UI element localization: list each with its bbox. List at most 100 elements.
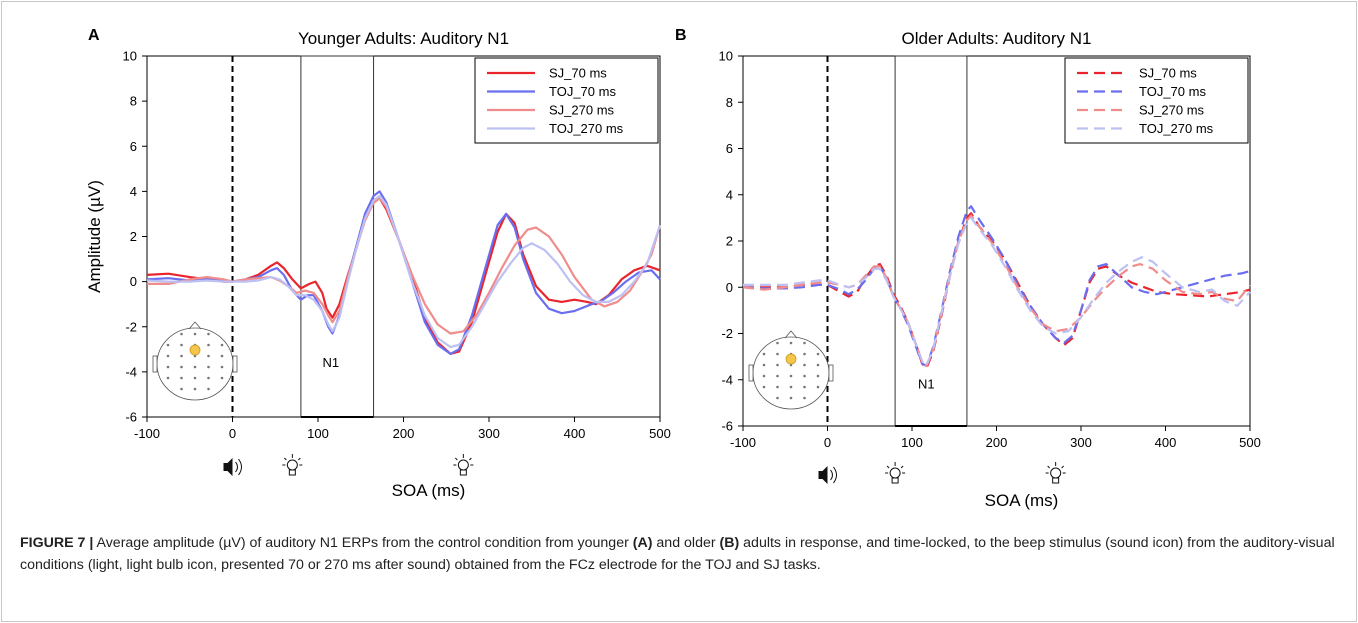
caption-text-1: Average amplitude (µV) of auditory N1 ER… [93,535,633,551]
x-tick-label: -100 [730,435,756,450]
bulb-base [891,477,899,484]
n1-annotation: N1 [918,376,935,391]
y-tick-label: -4 [721,372,733,387]
electrode-dot [762,363,766,367]
y-tick-label: -2 [125,319,137,334]
electrode-dot [776,396,779,400]
speaker-wave [830,469,833,481]
bulb-glass [889,467,901,479]
bulb-ray [886,465,890,469]
electrode-dot [816,363,820,367]
y-tick-label: 8 [130,94,137,109]
electrode-dot [207,365,210,369]
bulb-base [459,469,467,476]
bulb-glass [1050,467,1062,479]
series-line-sj70 [743,212,1251,370]
electrode-dot [816,374,820,378]
chart-panel-a: -100 0 100 200 300 400 500 -6 -4 -2 0 2 4 6 8 10 SJ_70 m… [85,27,671,500]
head-nose [784,330,798,339]
electrode-dot [207,354,210,358]
x-axis-label: SOA (ms) [392,481,466,500]
bulb-ray [1061,465,1065,469]
head-ear [152,355,158,373]
electrode-dot [776,385,779,389]
y-tick-label: -6 [721,419,733,434]
y-tick-label: -6 [125,410,137,425]
y-tick-label: 2 [726,234,733,249]
electrode-dot [803,363,806,367]
figure-caption: FIGURE 7 | Average amplitude (µV) of aud… [20,532,1338,576]
bulb-ray [1047,465,1051,469]
speaker-wave [238,458,242,476]
electrode-dot [803,385,806,389]
legend-label: SJ_70 ms [549,66,607,81]
series-line-toj70 [742,205,1251,367]
electrode-dot [220,365,224,369]
electrode-dot [207,376,210,380]
x-tick-label: 500 [649,426,671,441]
x-tick-label: 500 [1239,435,1261,450]
chart-title: Older Adults: Auditory N1 [902,29,1092,48]
panel-label: B [675,27,687,44]
y-tick-label: -2 [721,326,733,341]
electrode-dot [180,387,183,391]
electrode-dot [762,385,766,389]
y-tick-label: 2 [130,229,137,244]
x-tick-label: 100 [901,435,923,450]
electrode-dot [220,354,224,358]
bulb-base [288,469,296,476]
y-tick-label: 6 [130,139,137,154]
x-tick-label: -100 [134,426,160,441]
chart-title: Younger Adults: Auditory N1 [298,29,509,48]
y-tick-label: 4 [726,187,733,202]
electrode-dot [803,341,806,345]
electrode-map-icon [748,330,834,410]
y-tick-label: -4 [125,364,137,379]
head-nose [188,321,202,330]
bulb-glass [457,459,469,471]
electrode-dot [180,365,183,369]
electrode-dot [207,343,210,347]
speaker-wave [235,461,238,473]
electrode-dot [762,352,766,356]
y-tick-label: 4 [130,184,137,199]
electrode-dot [789,341,793,345]
x-tick-label: 400 [564,426,586,441]
electrode-dot [220,376,224,380]
electrode-dot [180,332,183,336]
electrode-dot [180,354,183,358]
x-tick-label: 400 [1155,435,1177,450]
lightbulb-icon [885,462,906,484]
electrode-dot [762,374,766,378]
electrode-dot [816,352,820,356]
y-tick-label: 10 [123,49,137,64]
y-axis-label: Amplitude (µV) [85,180,104,293]
electrode-fcz [785,353,797,365]
y-tick-label: 0 [130,274,137,289]
lightbulb-icon [1045,462,1066,484]
caption-text-2: and older [652,535,720,551]
electrode-dot [789,374,793,378]
x-tick-label: 200 [393,426,415,441]
legend-label: SJ_270 ms [549,103,615,118]
electrode-dot [207,387,210,391]
bulb-glass [286,459,298,471]
electrode-dot [803,374,806,378]
lightbulb-icon [453,454,474,476]
electrode-dot [166,343,170,347]
series-line-toj270 [146,194,662,349]
x-tick-label: 300 [1070,435,1092,450]
electrode-dot [166,376,170,380]
electrode-dot [803,396,806,400]
bulb-ray [454,457,458,461]
x-tick-label: 200 [986,435,1008,450]
electrode-dot [207,332,210,336]
figure-label: FIGURE 7 | [20,535,94,551]
electrode-dot [776,352,779,356]
electrode-dot [816,385,820,389]
bulb-base [1052,477,1060,484]
x-tick-label: 100 [307,426,329,441]
electrode-dot [776,374,779,378]
